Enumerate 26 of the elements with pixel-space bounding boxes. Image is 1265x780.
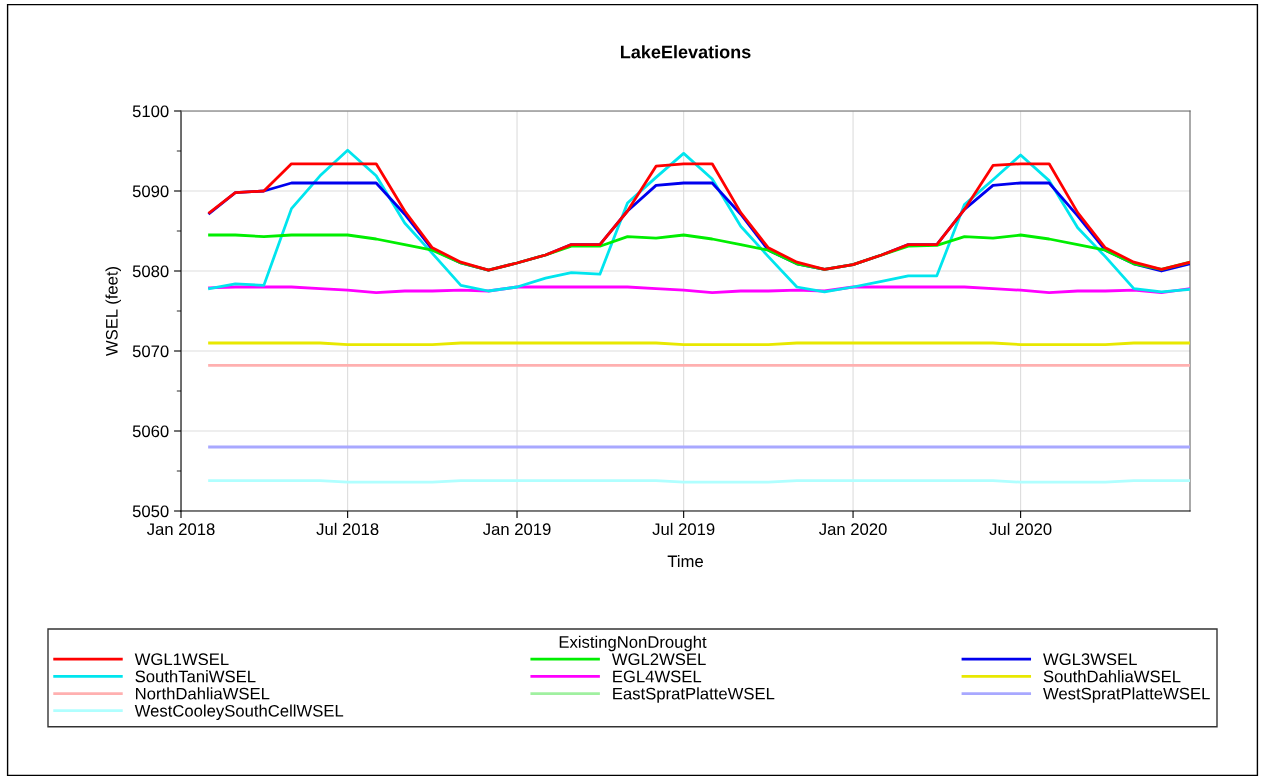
- x-tick-label: Jul 2020: [989, 522, 1052, 536]
- legend-label: SouthDahliaWSEL: [1043, 670, 1181, 683]
- legend-label: EGL4WSEL: [613, 670, 702, 683]
- y-tick-label: 5080: [132, 265, 169, 278]
- x-tick-label: Jan 2018: [146, 523, 215, 536]
- y-tick-label: 5070: [132, 345, 169, 358]
- legend-label: WestSpratPlatteWSEL: [1043, 687, 1210, 703]
- x-tick-label: Jul 2019: [652, 522, 715, 536]
- y-tick-label: 5100: [132, 105, 169, 118]
- y-tick-label: 5050: [132, 505, 169, 518]
- x-tick-label: Jan 2020: [819, 523, 887, 536]
- x-axis-title: Time: [667, 555, 703, 568]
- y-tick-label: 5090: [132, 185, 169, 198]
- legend-label: WGL2WSEL: [611, 653, 706, 666]
- legend-label: EastSpratPlatteWSEL: [613, 687, 775, 703]
- legend-label: WGL1WSEL: [134, 653, 229, 666]
- legend-label: WestCooleySouthCellWSEL: [134, 704, 344, 721]
- y-tick-label: 5060: [132, 425, 169, 438]
- y-axis-title: WSEL (feet): [105, 266, 121, 356]
- legend-label: WGL3WSEL: [1043, 653, 1137, 666]
- legend-title: ExistingNonDrought: [559, 635, 707, 652]
- x-tick-label: Jul 2018: [316, 522, 379, 536]
- x-tick-label: Jan 2019: [483, 523, 551, 536]
- chart-title: LakeElevations: [620, 45, 751, 59]
- legend-label: SouthTaniWSEL: [135, 670, 256, 683]
- legend-label: NorthDahliaWSEL: [136, 687, 270, 700]
